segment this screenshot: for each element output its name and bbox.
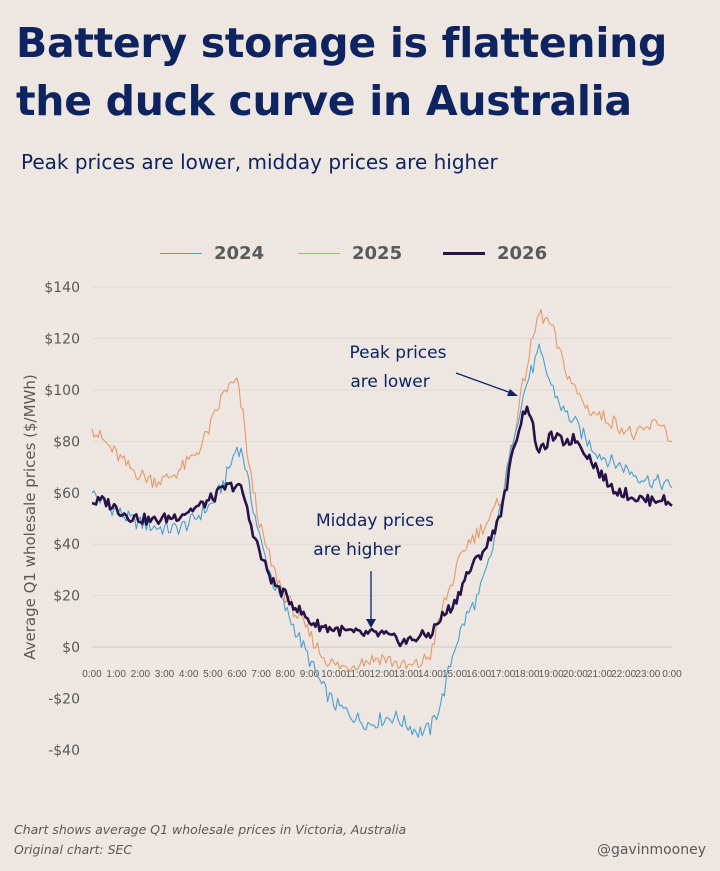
x-axis-ticks: 0:00 1:00 2:00 3:00 4:00 5:00 6:00 7:00 8:00 9:00… — [82, 669, 682, 680]
x-tick-label: 3:00 — [155, 669, 175, 680]
y-tick-label: $0 — [62, 640, 80, 656]
y-axis-ticks: -$40 -$20 $0 $20 $40 $60 $80 $100 $120 $140 — [44, 280, 80, 759]
x-tick-label: 4:00 — [179, 669, 199, 680]
series-line-2024 — [91, 343, 673, 738]
y-tick-label: $40 — [53, 537, 80, 553]
footnote-line-2: Original chart: SEC — [14, 842, 133, 857]
line-chart: -$40 -$20 $0 $20 $40 $60 $80 $100 $120 $140 0:00 1… — [21, 280, 682, 759]
chart-subtitle: Peak prices are lower, midday prices are… — [21, 150, 498, 174]
series-line-2025 — [91, 308, 672, 673]
y-axis-label: Average Q1 wholesale prices ($/MWh) — [21, 374, 39, 660]
grid-lines — [92, 286, 672, 648]
annotation-peak-line1: Peak prices — [350, 343, 447, 363]
x-tick-label: 5:00 — [203, 669, 223, 680]
y-tick-label: $20 — [53, 589, 80, 605]
x-tick-label: 13:00 — [394, 669, 419, 680]
legend-label-2025: 2025 — [352, 242, 403, 264]
x-tick-label: 14:00 — [418, 669, 443, 680]
y-tick-label: -$40 — [48, 743, 80, 759]
x-tick-label: 10:00 — [321, 669, 346, 680]
y-tick-label: $80 — [53, 434, 80, 450]
x-tick-label: 9:00 — [300, 669, 320, 680]
y-tick-label: $140 — [44, 280, 80, 296]
x-tick-label: 0:00 — [82, 669, 102, 680]
chart-title: Battery storage is flattening the duck c… — [16, 19, 668, 125]
annotation-peak-arrow — [455, 372, 515, 395]
annotation-midday-line1: Midday prices — [316, 511, 434, 531]
x-tick-label: 21:00 — [587, 669, 612, 680]
x-tick-label: 7:00 — [251, 669, 271, 680]
annotation-midday-line2: are higher — [313, 540, 400, 560]
x-tick-label: 15:00 — [442, 669, 467, 680]
x-tick-label: 23:00 — [635, 669, 660, 680]
x-tick-label: 22:00 — [611, 669, 636, 680]
legend-item-2025: 2025 — [298, 238, 402, 268]
x-tick-label: 0:00 — [662, 669, 682, 680]
y-tick-label: $100 — [44, 383, 80, 399]
x-tick-label: 1:00 — [106, 669, 126, 680]
x-tick-label: 18:00 — [514, 669, 539, 680]
legend-item-2024: 2024 — [160, 238, 264, 268]
x-tick-label: 2:00 — [131, 669, 151, 680]
legend-item-2026: 2026 — [443, 238, 547, 268]
x-tick-label: 8:00 — [276, 669, 296, 680]
x-tick-label: 11:00 — [346, 669, 371, 680]
series-line-2026 — [91, 405, 673, 648]
y-tick-label: -$20 — [48, 691, 80, 707]
legend: 2024 2025 2026 — [0, 238, 720, 268]
x-tick-label: 16:00 — [466, 669, 491, 680]
annotation-peak-line2: are lower — [350, 372, 429, 392]
footnote: Chart shows average Q1 wholesale prices … — [14, 820, 406, 860]
x-tick-label: 19:00 — [539, 669, 564, 680]
y-tick-label: $60 — [53, 486, 80, 502]
x-tick-label: 17:00 — [490, 669, 515, 680]
legend-swatch-2025 — [298, 252, 340, 254]
annotation-midday-arrowhead — [366, 619, 376, 628]
legend-label-2026: 2026 — [497, 242, 548, 264]
y-tick-label: $120 — [44, 332, 80, 348]
series-lines — [91, 308, 673, 738]
footnote-line-1: Chart shows average Q1 wholesale prices … — [14, 822, 407, 837]
legend-swatch-2024 — [160, 252, 202, 254]
x-tick-label: 12:00 — [369, 669, 394, 680]
x-tick-label: 6:00 — [227, 669, 247, 680]
annotations: Peak prices are lower Midday prices are … — [313, 343, 518, 628]
x-tick-label: 20:00 — [563, 669, 588, 680]
annotation-peak-arrowhead — [507, 389, 518, 396]
legend-swatch-2026 — [443, 251, 485, 255]
legend-label-2024: 2024 — [214, 242, 265, 264]
author-handle: @gavinmooney — [596, 842, 706, 858]
